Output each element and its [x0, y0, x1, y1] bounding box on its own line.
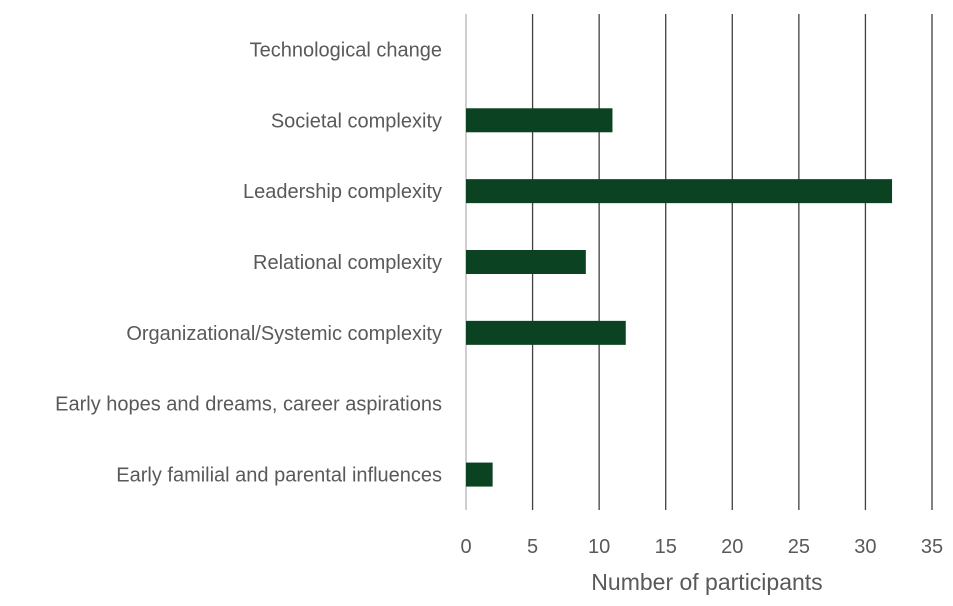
x-axis-title: Number of participants: [591, 569, 822, 595]
bar: [466, 108, 613, 133]
category-label: Technological change: [250, 39, 442, 61]
gridlines: [465, 14, 933, 510]
x-tick-labels: 0 5 10 15 20 25 30 35: [460, 536, 943, 558]
x-tick-label: 25: [788, 536, 810, 558]
bar: [466, 179, 893, 204]
bars: [466, 108, 893, 487]
bar: [466, 320, 626, 345]
x-tick-label: 15: [655, 536, 677, 558]
category-label: Early hopes and dreams, career aspiratio…: [55, 394, 442, 416]
category-label: Leadership complexity: [243, 181, 442, 203]
category-label: Organizational/Systemic complexity: [126, 323, 442, 345]
category-label: Early familial and parental influences: [116, 465, 442, 487]
x-tick-label: 20: [721, 536, 743, 558]
x-tick-label: 10: [588, 536, 610, 558]
bar: [466, 462, 493, 487]
x-tick-label: 5: [527, 536, 538, 558]
bar: [466, 250, 586, 274]
category-label: Relational complexity: [253, 252, 442, 274]
x-tick-label: 30: [854, 536, 876, 558]
category-label: Societal complexity: [271, 110, 442, 132]
x-tick-label: 0: [460, 536, 471, 558]
x-tick-label: 35: [921, 536, 943, 558]
category-labels: Technological change Societal complexity L…: [55, 39, 442, 486]
